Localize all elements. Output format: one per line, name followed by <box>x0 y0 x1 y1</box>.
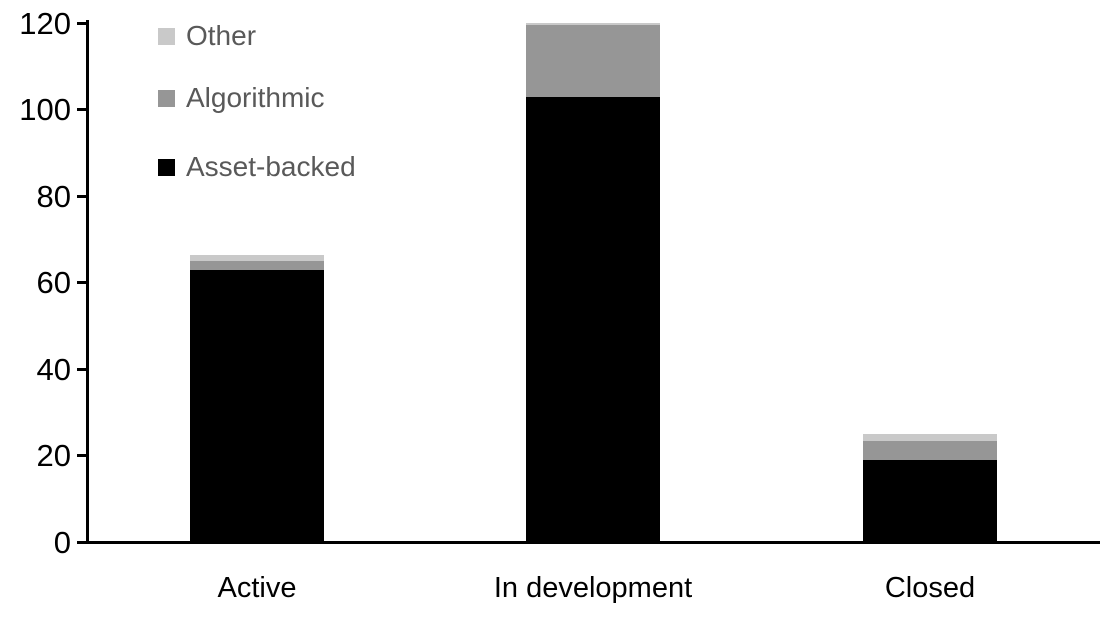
legend-label: Algorithmic <box>186 81 325 113</box>
bar-segment-asset-backed-in-development <box>526 96 660 543</box>
y-tick-label: 80 <box>36 178 71 214</box>
legend-swatch-icon <box>158 158 175 176</box>
legend-swatch-icon <box>158 89 175 107</box>
y-tick-label: 60 <box>36 265 71 301</box>
y-tick-label: 40 <box>36 351 71 387</box>
bar-segment-other-closed <box>863 434 997 441</box>
y-axis-tick <box>77 194 86 198</box>
y-axis-tick <box>77 454 86 458</box>
y-tick-label: 100 <box>19 92 71 128</box>
y-axis-tick <box>77 108 86 112</box>
bar-segment-algorithmic-active <box>190 261 324 270</box>
y-axis-tick <box>77 21 86 25</box>
y-axis-tick <box>77 367 86 371</box>
y-axis-line <box>86 20 89 544</box>
bar-segment-other-active <box>190 254 324 262</box>
y-axis-tick <box>77 281 86 285</box>
bar-segment-algorithmic-in-development <box>526 25 660 97</box>
x-axis-baseline <box>80 541 1100 544</box>
bar-segment-asset-backed-closed <box>863 460 997 543</box>
legend-swatch-icon <box>158 27 175 45</box>
bar-segment-other-in-development <box>526 23 660 26</box>
y-tick-label: 20 <box>36 438 71 474</box>
x-category-label-in-development: In development <box>493 572 693 604</box>
x-category-label-active: Active <box>217 572 297 604</box>
bar-segment-algorithmic-closed <box>863 440 997 461</box>
legend-label: Other <box>186 19 257 51</box>
y-tick-label: 0 <box>53 525 71 560</box>
legend-label: Asset-backed <box>186 150 356 182</box>
y-tick-label: 120 <box>19 5 71 41</box>
x-category-label-closed: Closed <box>884 572 976 604</box>
bar-segment-asset-backed-active <box>190 269 324 543</box>
